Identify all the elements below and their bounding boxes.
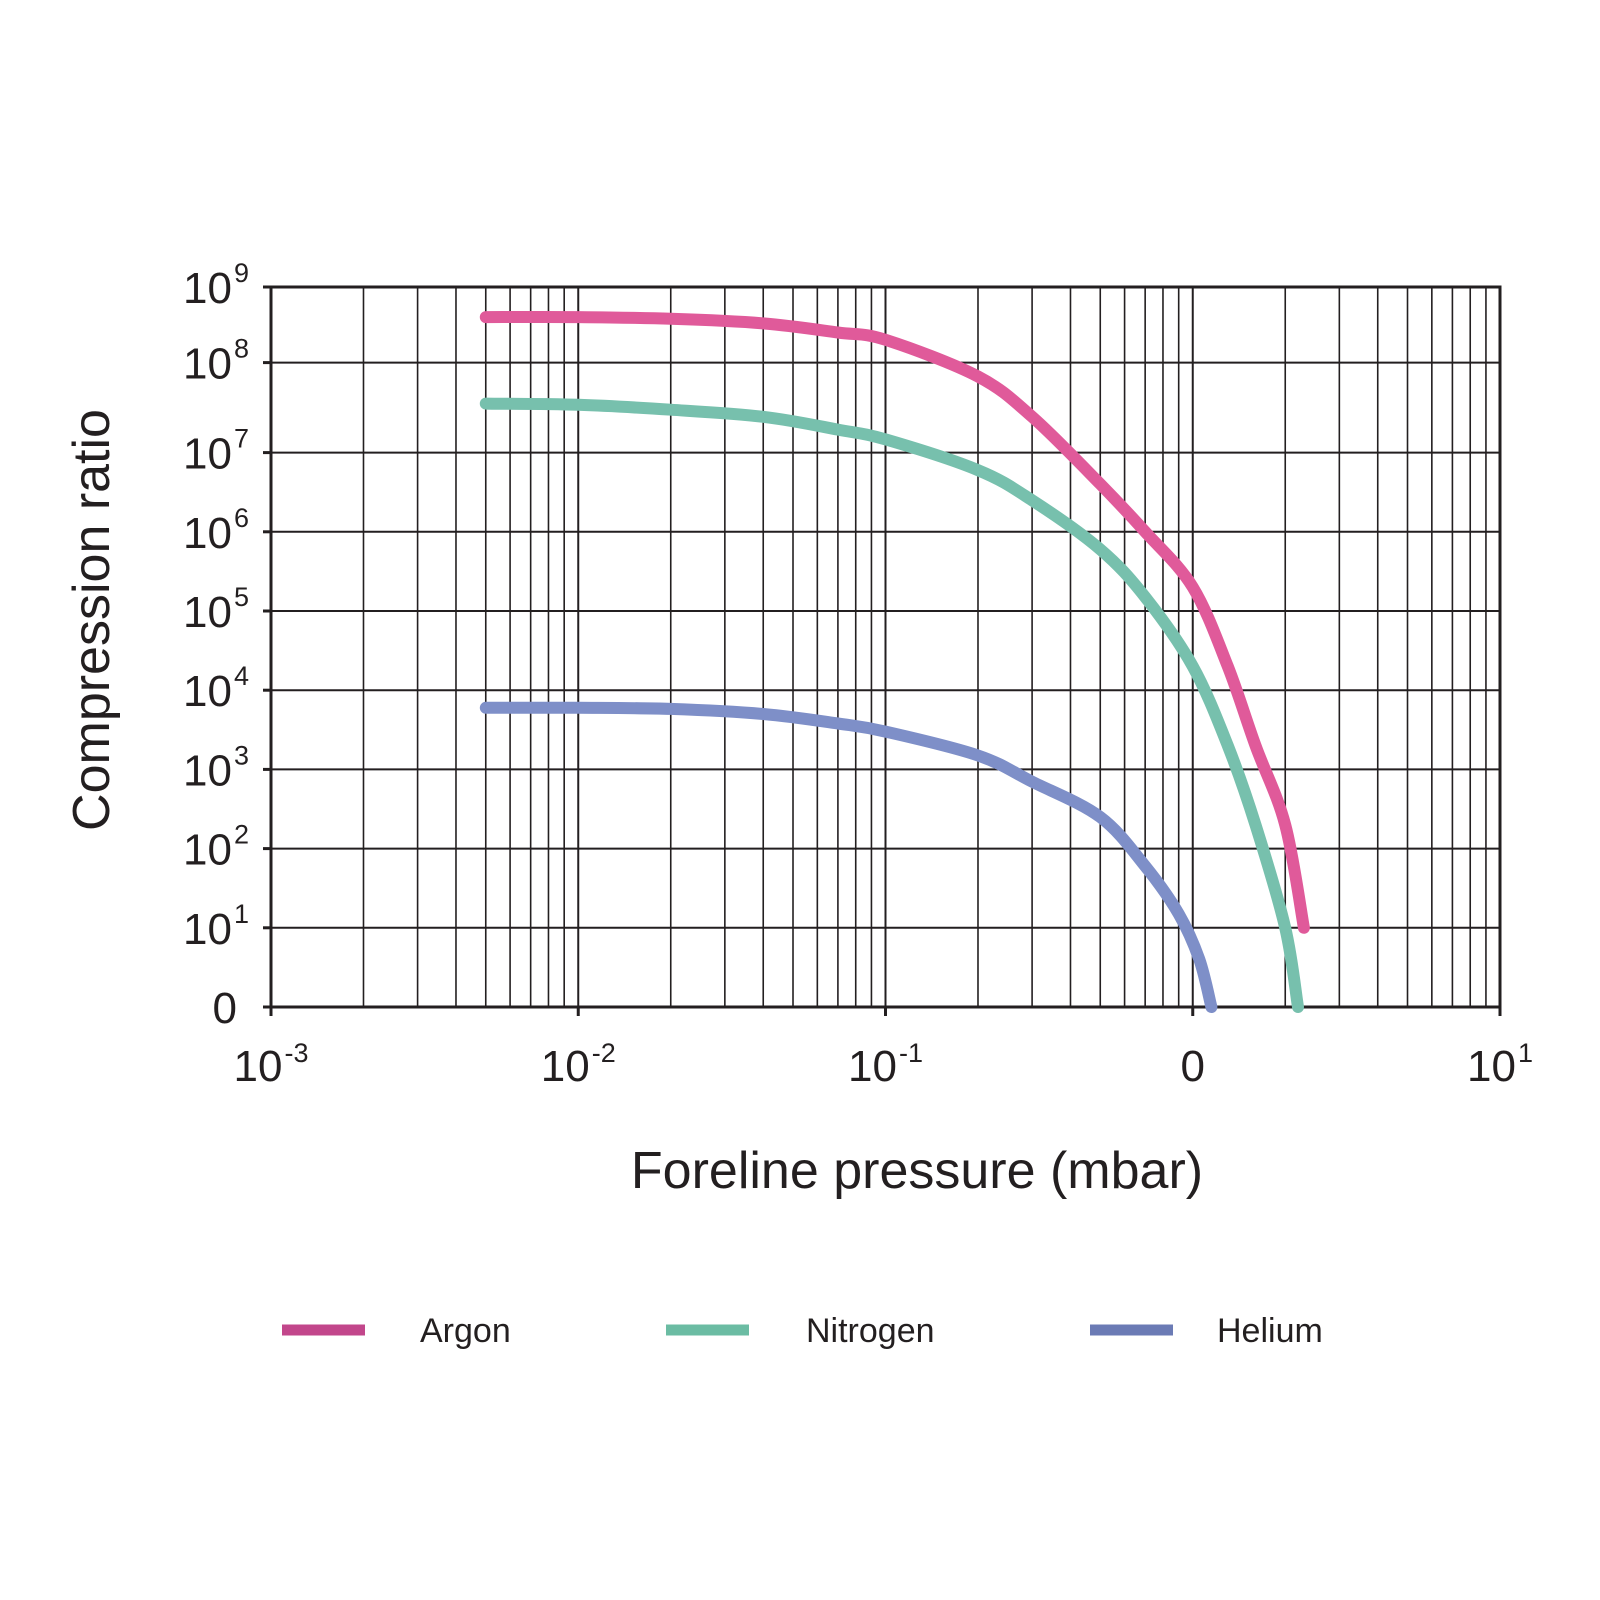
y-tick-label: 107 (183, 424, 249, 479)
axes (263, 285, 1502, 1016)
legend-label-argon: Argon (420, 1312, 511, 1350)
y-tick-label: 104 (183, 661, 249, 716)
y-axis-title: Compression ratio (63, 409, 121, 831)
y-tick-label: 108 (183, 334, 249, 389)
legend-label-helium: Helium (1217, 1312, 1323, 1350)
tick-labels: 10-3 10-2 10-1 0 101 0 101 102 103 104 105 106 107 10… (183, 258, 1533, 1091)
y-tick-label: 102 (183, 820, 249, 875)
legend-label-nitrogen: Nitrogen (806, 1312, 935, 1350)
x-tick-label: 10-3 (234, 1038, 309, 1091)
y-tick-label: 105 (183, 582, 249, 637)
y-tick-label: 109 (183, 258, 249, 313)
x-tick-label: 10-2 (541, 1038, 616, 1091)
series-line-nitrogen (479, 397, 1304, 1013)
y-tick-label: 101 (183, 899, 249, 954)
y-tick-label: 106 (183, 503, 249, 558)
data-series (479, 310, 1310, 1013)
x-tick-label: 10-1 (848, 1038, 923, 1091)
x-tick-label: 101 (1467, 1038, 1533, 1091)
x-axis-title: Foreline pressure (mbar) (631, 1142, 1203, 1200)
x-tick-label: 0 (1181, 1042, 1205, 1091)
series-line-argon (479, 310, 1310, 934)
y-tick-label: 103 (183, 740, 249, 795)
legend: Argon Nitrogen Helium (282, 1312, 1323, 1350)
y-tick-label: 0 (213, 984, 237, 1033)
grid-lines (270, 286, 1500, 1008)
series-line-helium (479, 701, 1218, 1013)
